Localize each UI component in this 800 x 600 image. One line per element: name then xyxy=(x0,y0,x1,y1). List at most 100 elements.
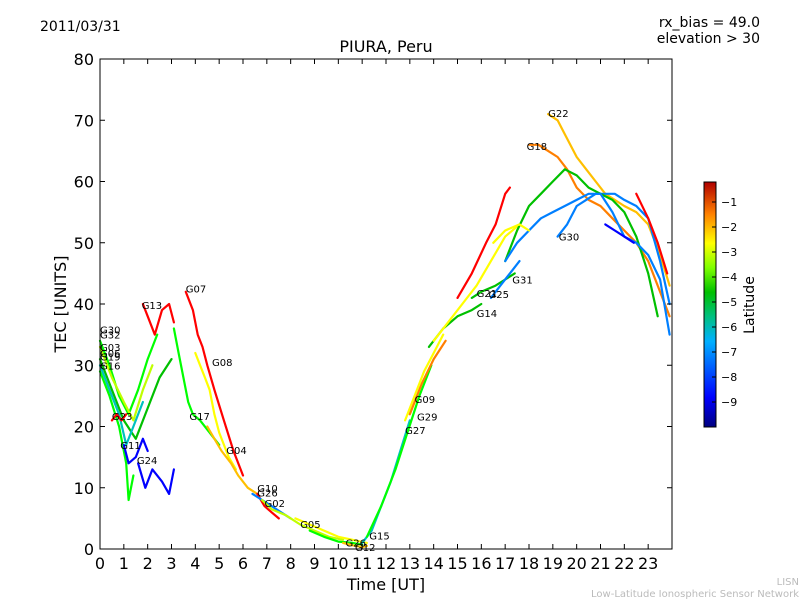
series-line-1 xyxy=(184,290,245,477)
satellite-label: G17 xyxy=(189,412,209,423)
y-tick-label: 50 xyxy=(74,234,94,253)
series-line-34 xyxy=(635,192,669,275)
satellite-label: G10 xyxy=(257,484,277,495)
y-axis-label: TEC [UNITS] xyxy=(51,256,70,354)
series-line-7 xyxy=(98,358,173,440)
series-line-30 xyxy=(556,192,671,306)
y-tick-label: 70 xyxy=(74,111,94,130)
colorbar-tick-label: −7 xyxy=(721,346,737,359)
x-tick-label: 20 xyxy=(566,554,586,573)
x-tick-label: 21 xyxy=(590,554,610,573)
x-tick-label: 15 xyxy=(447,554,467,573)
series-line-31 xyxy=(504,168,659,318)
satellite-label: G04 xyxy=(226,446,246,457)
y-axis-ticks: 0 10 20 30 40 50 60 70 80 xyxy=(74,50,672,559)
x-tick-label: 8 xyxy=(286,554,296,573)
x-tick-label: 4 xyxy=(190,554,200,573)
satellite-label: G25 xyxy=(489,290,509,301)
series-line-2 xyxy=(194,351,237,471)
colorbar xyxy=(703,181,717,428)
satellite-label: G23 xyxy=(112,412,132,423)
series-line-33 xyxy=(604,223,635,244)
x-axis-label: Time [UT] xyxy=(346,575,425,594)
series-line-23 xyxy=(427,302,483,348)
x-tick-label: 17 xyxy=(495,554,515,573)
y-tick-label: 10 xyxy=(74,479,94,498)
satellite-label-layer: G30G32G03G06G19G16G23G11G24G13G07G08G17G… xyxy=(100,109,579,554)
x-tick-label: 7 xyxy=(262,554,272,573)
x-tick-label: 3 xyxy=(166,554,176,573)
series-line-28 xyxy=(527,143,671,318)
series-line-19 xyxy=(361,419,411,544)
satellite-label: G26 xyxy=(257,489,277,500)
satellite-label: G06 xyxy=(100,349,120,360)
x-axis-ticks: 0 1 2 3 4 5 6 7 8 9 10 11 12 13 14 15 16 17 18 19 20 21 22 23 xyxy=(95,59,658,573)
x-tick-label: 22 xyxy=(614,554,634,573)
series-line-27 xyxy=(456,186,511,299)
satellite-label: G21 xyxy=(477,289,497,300)
series-line-24 xyxy=(432,223,521,342)
series-line-22 xyxy=(408,339,447,416)
series-line-16 xyxy=(294,517,368,544)
x-tick-label: 0 xyxy=(95,554,105,573)
satellite-label: G03 xyxy=(100,343,120,354)
colorbar-tick-label: −4 xyxy=(721,271,737,284)
series-line-10 xyxy=(110,413,128,422)
series-line-17 xyxy=(308,529,364,546)
chart-title: PIURA, Peru xyxy=(339,37,432,56)
y-tick-label: 0 xyxy=(84,540,94,559)
series-line-4 xyxy=(206,425,259,495)
colorbar-ticks: −1 −2 −3 −4 −5 −6 −7 −8 −9 xyxy=(712,196,737,409)
satellite-label: G13 xyxy=(142,301,162,312)
y-tick-label: 40 xyxy=(74,295,94,314)
series-line-5 xyxy=(98,333,159,416)
satellite-label: G16 xyxy=(100,361,120,372)
footer-org-full: Low-Latitude Ionospheric Sensor Network xyxy=(591,589,799,600)
series-line-0 xyxy=(141,302,175,336)
series-line-11 xyxy=(122,437,149,465)
y-tick-label: 30 xyxy=(74,356,94,375)
x-tick-label: 2 xyxy=(143,554,153,573)
series-line-20 xyxy=(365,364,433,538)
colorbar-tick-label: −3 xyxy=(721,246,737,259)
x-tick-label: 12 xyxy=(376,554,396,573)
satellite-label: G11 xyxy=(120,441,140,452)
satellite-label: G30 xyxy=(559,233,579,244)
y-tick-label: 80 xyxy=(74,50,94,69)
colorbar-label: Latitude xyxy=(742,276,758,334)
colorbar-tick-label: −6 xyxy=(721,321,737,334)
x-tick-label: 11 xyxy=(352,554,372,573)
x-tick-label: 18 xyxy=(519,554,539,573)
satellite-label: G30 xyxy=(100,326,120,337)
x-tick-label: 13 xyxy=(400,554,420,573)
series-line-15 xyxy=(261,498,345,541)
series-line-35 xyxy=(492,223,531,244)
satellite-label: G14 xyxy=(477,309,497,320)
date-label: 2011/03/31 xyxy=(40,19,121,35)
series-line-12 xyxy=(137,462,175,495)
satellite-label: G05 xyxy=(300,520,320,531)
satellite-label: G07 xyxy=(186,285,206,296)
elevation-label: elevation > 30 xyxy=(657,31,760,47)
series-line-32 xyxy=(504,192,671,336)
satellite-label: G18 xyxy=(527,142,547,153)
x-tick-label: 10 xyxy=(328,554,348,573)
colorbar-tick-label: −2 xyxy=(721,221,737,234)
series-line-26 xyxy=(489,260,521,299)
satellite-label: G02 xyxy=(265,499,285,510)
y-tick-label: 20 xyxy=(74,418,94,437)
satellite-label: G08 xyxy=(212,358,232,369)
y-tick-label: 60 xyxy=(74,173,94,192)
satellite-label: G22 xyxy=(548,109,568,120)
colorbar-tick-label: −5 xyxy=(721,296,737,309)
series-line-8 xyxy=(98,364,144,446)
series-line-9 xyxy=(98,370,135,502)
colorbar-tick-label: −8 xyxy=(721,371,737,384)
series-line-18 xyxy=(342,541,368,549)
x-tick-label: 6 xyxy=(238,554,248,573)
satellite-label: G27 xyxy=(405,426,425,437)
plot-frame xyxy=(99,58,673,550)
x-tick-label: 19 xyxy=(543,554,563,573)
